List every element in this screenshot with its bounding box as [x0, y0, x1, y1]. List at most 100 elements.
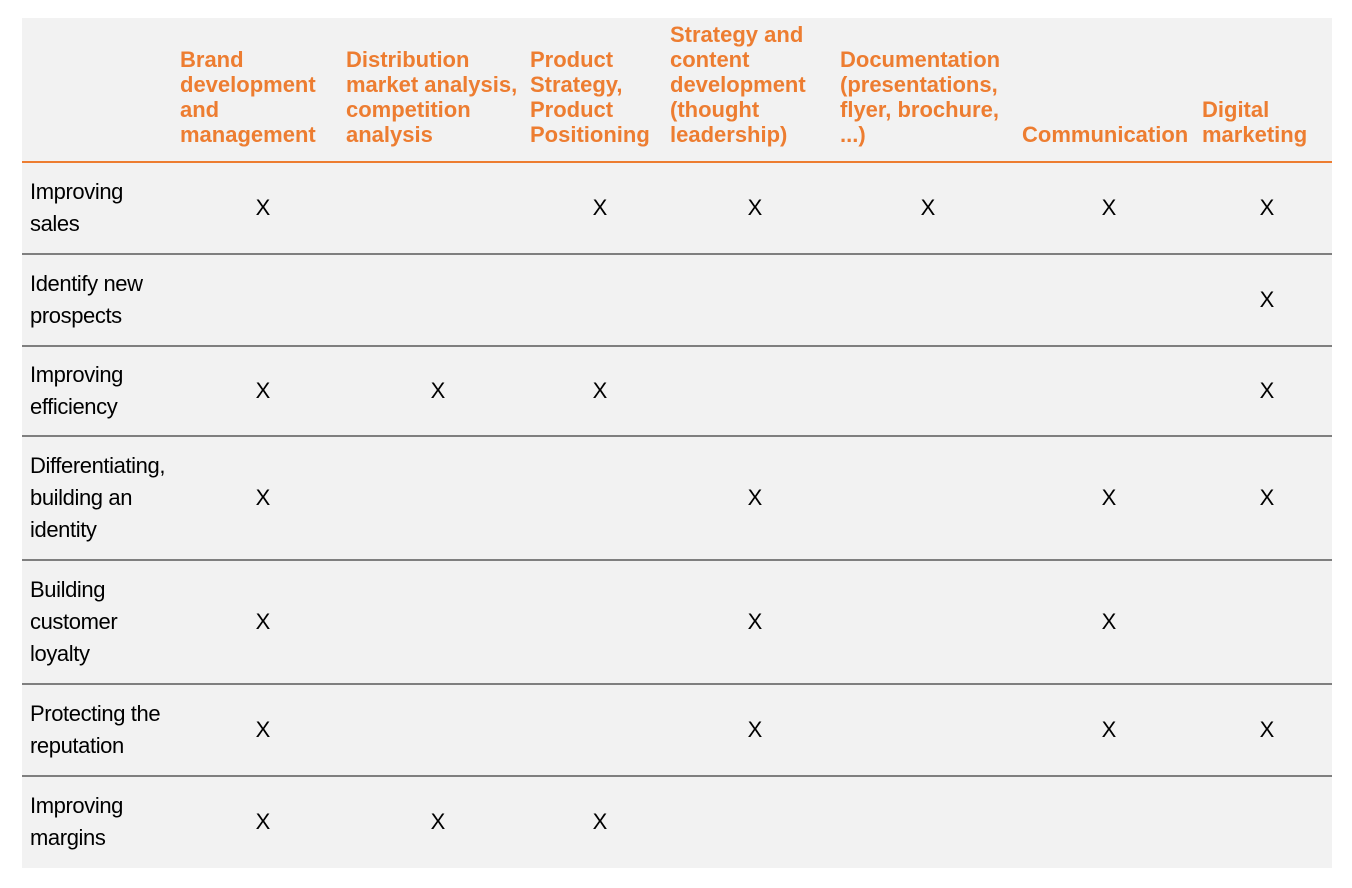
column-header-label: Strategy and content development (though… [670, 22, 806, 147]
check-mark: X [1101, 195, 1117, 220]
matrix-cell [530, 254, 670, 347]
matrix-cell [1016, 346, 1202, 437]
table-row: Improving margins X X X [22, 776, 1332, 866]
matrix-cell [840, 254, 1016, 347]
matrix-cell [346, 436, 530, 561]
services-matrix: Brand development and management Distrib… [22, 18, 1332, 868]
matrix-cell: X [670, 162, 840, 255]
services-table: Brand development and management Distrib… [22, 18, 1332, 866]
matrix-cell: X [1202, 162, 1332, 255]
row-label: Building customer loyalty [22, 560, 180, 685]
check-mark: X [747, 717, 763, 742]
check-mark: X [1101, 485, 1117, 510]
matrix-cell [1202, 776, 1332, 866]
matrix-cell [670, 776, 840, 866]
row-label: Differentiating, building an identity [22, 436, 180, 561]
matrix-cell: X [180, 346, 346, 437]
matrix-cell: X [346, 346, 530, 437]
column-header-label: Product Strategy, Product Positioning [530, 47, 650, 147]
matrix-cell: X [530, 346, 670, 437]
matrix-cell: X [1202, 346, 1332, 437]
matrix-cell: X [1202, 254, 1332, 347]
table-row: Building customer loyalty X X X [22, 560, 1332, 685]
column-header-label: Brand development and management [180, 47, 316, 147]
matrix-cell [840, 346, 1016, 437]
matrix-cell: X [180, 436, 346, 561]
matrix-cell: X [180, 684, 346, 777]
check-mark: X [430, 808, 446, 834]
check-mark: X [255, 195, 271, 220]
matrix-cell: X [670, 684, 840, 777]
matrix-cell [840, 560, 1016, 685]
check-mark: X [592, 808, 608, 834]
check-mark: X [1259, 378, 1275, 403]
header-corner-cell [22, 18, 180, 163]
matrix-cell: X [180, 776, 346, 866]
column-header-label: Distribution market analysis, competitio… [346, 47, 518, 147]
column-header: Brand development and management [180, 18, 346, 163]
matrix-cell: X [1016, 162, 1202, 255]
check-mark: X [255, 378, 271, 403]
matrix-cell [1016, 776, 1202, 866]
check-mark: X [1259, 485, 1275, 510]
matrix-cell: X [670, 436, 840, 561]
matrix-cell: X [1016, 560, 1202, 685]
matrix-cell: X [180, 162, 346, 255]
matrix-cell: X [1202, 684, 1332, 777]
matrix-cell [1016, 254, 1202, 347]
matrix-cell [346, 254, 530, 347]
column-header: Documentation (presentations, flyer, bro… [840, 18, 1016, 163]
check-mark: X [1101, 609, 1117, 634]
header-row: Brand development and management Distrib… [22, 18, 1332, 163]
matrix-cell [840, 684, 1016, 777]
column-header: Product Strategy, Product Positioning [530, 18, 670, 163]
matrix-cell: X [346, 776, 530, 866]
check-mark: X [255, 808, 271, 834]
row-label: Improving efficiency [22, 346, 180, 437]
check-mark: X [592, 378, 608, 403]
matrix-cell: X [670, 560, 840, 685]
check-mark: X [1259, 717, 1275, 742]
row-label: Improving margins [30, 792, 123, 850]
column-header-label: Documentation (presentations, flyer, bro… [840, 47, 1001, 147]
check-mark: X [747, 609, 763, 634]
matrix-cell [346, 560, 530, 685]
check-mark: X [255, 485, 271, 510]
check-mark: X [255, 717, 271, 742]
check-mark: X [1101, 717, 1117, 742]
column-header: Strategy and content development (though… [670, 18, 840, 163]
table-row: Improving sales X X X X X X [22, 162, 1332, 255]
table-row: Improving efficiency X X X X [22, 346, 1332, 437]
matrix-cell [670, 346, 840, 437]
matrix-cell [180, 254, 346, 347]
table-row: Identify new prospects X [22, 254, 1332, 347]
check-mark: X [747, 195, 763, 220]
column-header-label: Digital marketing [1202, 97, 1308, 147]
column-header-label: Communication [1022, 122, 1189, 147]
row-label: Identify new prospects [22, 254, 180, 347]
matrix-cell [346, 684, 530, 777]
matrix-cell: X [530, 776, 670, 866]
table-row: Differentiating, building an identity X … [22, 436, 1332, 561]
check-mark: X [920, 195, 936, 220]
check-mark: X [747, 485, 763, 510]
matrix-cell [346, 162, 530, 255]
column-header: Distribution market analysis, competitio… [346, 18, 530, 163]
matrix-cell [530, 560, 670, 685]
matrix-cell: X [1016, 436, 1202, 561]
matrix-cell: X [840, 162, 1016, 255]
check-mark: X [255, 609, 271, 634]
matrix-cell [840, 436, 1016, 561]
row-label: Improving sales [22, 162, 180, 255]
table-row: Protecting the reputation X X X X [22, 684, 1332, 777]
check-mark: X [430, 378, 446, 403]
matrix-cell [530, 684, 670, 777]
column-header: Communication [1016, 18, 1202, 163]
matrix-cell [840, 776, 1016, 866]
matrix-cell [530, 436, 670, 561]
matrix-cell: X [180, 560, 346, 685]
row-label: Protecting the reputation [22, 684, 180, 777]
matrix-cell: X [1202, 436, 1332, 561]
column-header: Digital marketing [1202, 18, 1332, 163]
check-mark: X [592, 195, 608, 220]
